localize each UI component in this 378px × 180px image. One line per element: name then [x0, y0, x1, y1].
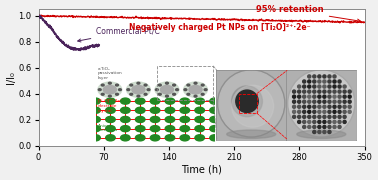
Text: Negatively charged Pt NPs on [Ti₂O]²⁺·2e⁻: Negatively charged Pt NPs on [Ti₂O]²⁺·2e…: [129, 23, 311, 32]
Text: Commercial Pt/C: Commercial Pt/C: [78, 27, 160, 42]
Text: 95% retention: 95% retention: [256, 5, 361, 22]
Y-axis label: I/I₀: I/I₀: [6, 71, 15, 84]
X-axis label: Time (h): Time (h): [181, 165, 222, 174]
